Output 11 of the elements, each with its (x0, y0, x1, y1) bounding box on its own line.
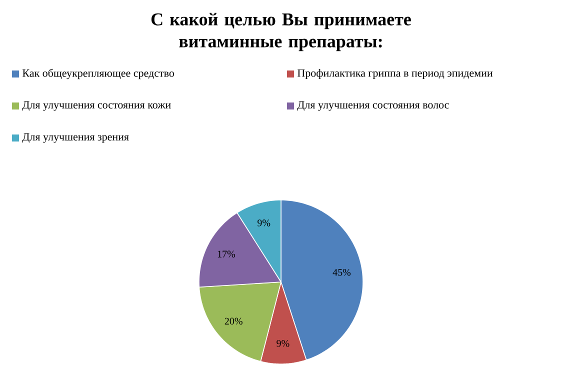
data-label: 17% (218, 250, 236, 258)
legend-label: Для улучшения зрения (22, 133, 129, 143)
data-label: 45% (332, 268, 351, 276)
legend-label: Для улучшения состояния кожи (22, 101, 171, 111)
data-label: 20% (224, 318, 242, 325)
legend-label: Как общеукрепляющее средство (22, 68, 174, 80)
legend-label: Для улучшения состояния волос (297, 101, 449, 111)
data-label: 9% (276, 340, 290, 347)
data-label: 9% (258, 220, 270, 226)
legend-label: Профилактика гриппа в период эпидемии (298, 69, 493, 79)
chart-title: С какой целью Вы принимаете витаминные препараты: (151, 12, 411, 52)
